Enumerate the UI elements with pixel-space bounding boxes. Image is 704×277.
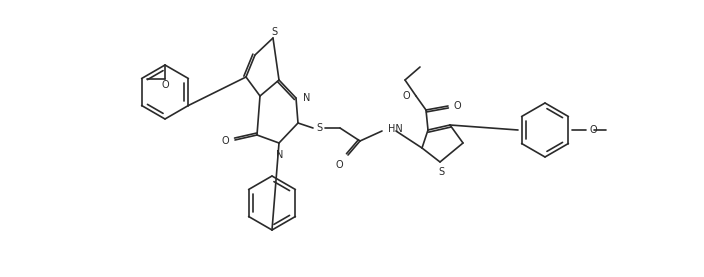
Text: O: O	[590, 125, 598, 135]
Text: O: O	[403, 91, 410, 101]
Text: S: S	[438, 167, 444, 177]
Text: O: O	[161, 80, 169, 90]
Text: N: N	[303, 93, 310, 103]
Text: S: S	[271, 27, 277, 37]
Text: S: S	[316, 123, 322, 133]
Text: O: O	[335, 160, 343, 170]
Text: O: O	[454, 101, 462, 111]
Text: N: N	[276, 150, 284, 160]
Text: O: O	[221, 136, 229, 146]
Text: HN: HN	[388, 124, 403, 134]
